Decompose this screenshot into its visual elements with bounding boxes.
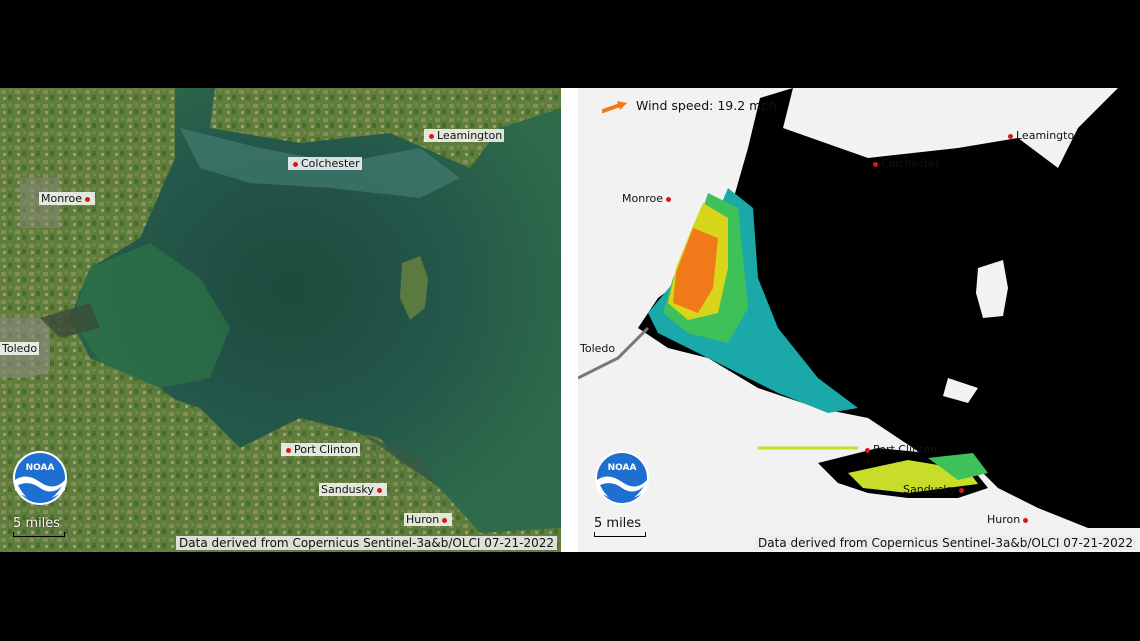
svg-text:NOAA: NOAA bbox=[608, 463, 637, 473]
wind-speed-indicator: Wind speed: 19.2 mph bbox=[602, 98, 777, 113]
city-label-sandusky: Sandusky bbox=[901, 483, 969, 496]
scale-label: 5 miles bbox=[594, 516, 642, 531]
city-dot bbox=[442, 517, 448, 523]
city-label-monroe: Monroe bbox=[620, 192, 676, 205]
city-dot bbox=[376, 487, 382, 493]
true-color-lake-erie bbox=[0, 88, 561, 552]
panel-divider bbox=[561, 88, 578, 552]
scale-bar: 5 miles bbox=[13, 517, 65, 537]
cyanobacteria-index-lake-erie bbox=[578, 88, 1140, 552]
city-label-monroe: Monroe bbox=[39, 192, 95, 205]
data-credit: Data derived from Copernicus Sentinel-3a… bbox=[176, 536, 557, 550]
city-label-toledo: Toledo bbox=[580, 342, 616, 355]
city-dot bbox=[958, 487, 964, 493]
wind-speed-label: Wind speed: 19.2 mph bbox=[635, 98, 778, 113]
city-dot bbox=[84, 196, 90, 202]
city-dot bbox=[1008, 133, 1013, 139]
city-label-leamington: Leamington bbox=[424, 129, 505, 142]
city-dot bbox=[873, 161, 878, 167]
city-dot bbox=[286, 447, 291, 453]
true-color-satellite-map: Leamington Colchester Monroe Toledo Port… bbox=[0, 88, 561, 552]
city-label-sandusky: Sandusky bbox=[319, 483, 387, 496]
city-dot bbox=[1023, 517, 1029, 523]
scale-label: 5 miles bbox=[13, 516, 61, 531]
city-dot bbox=[429, 133, 434, 139]
noaa-logo-icon: NOAA bbox=[595, 451, 649, 505]
city-label-huron: Huron bbox=[404, 513, 453, 526]
city-label-colchester: Colchester bbox=[868, 157, 942, 170]
city-label-port-clinton: Port Clinton bbox=[281, 443, 361, 456]
city-label-port-clinton: Port Clinton bbox=[860, 443, 939, 456]
city-label-toledo: Toledo bbox=[0, 342, 40, 355]
city-dot bbox=[293, 161, 298, 167]
data-credit: Data derived from Copernicus Sentinel-3a… bbox=[755, 536, 1136, 550]
city-label-huron: Huron bbox=[985, 513, 1033, 526]
scale-bar-line bbox=[594, 532, 646, 537]
scale-bar-line bbox=[13, 532, 65, 537]
city-label-leamington: Leamington bbox=[1003, 129, 1083, 142]
scale-bar: 5 miles bbox=[594, 517, 646, 537]
wind-direction-arrow-icon bbox=[602, 100, 627, 113]
svg-text:NOAA: NOAA bbox=[26, 463, 55, 473]
bloom-analysis-map: Wind speed: 19.2 mph Leamington Colchest… bbox=[578, 88, 1140, 552]
city-dot bbox=[865, 447, 870, 453]
city-dot bbox=[665, 196, 671, 202]
noaa-logo-icon: NOAA bbox=[13, 451, 67, 505]
city-label-colchester: Colchester bbox=[288, 157, 362, 170]
